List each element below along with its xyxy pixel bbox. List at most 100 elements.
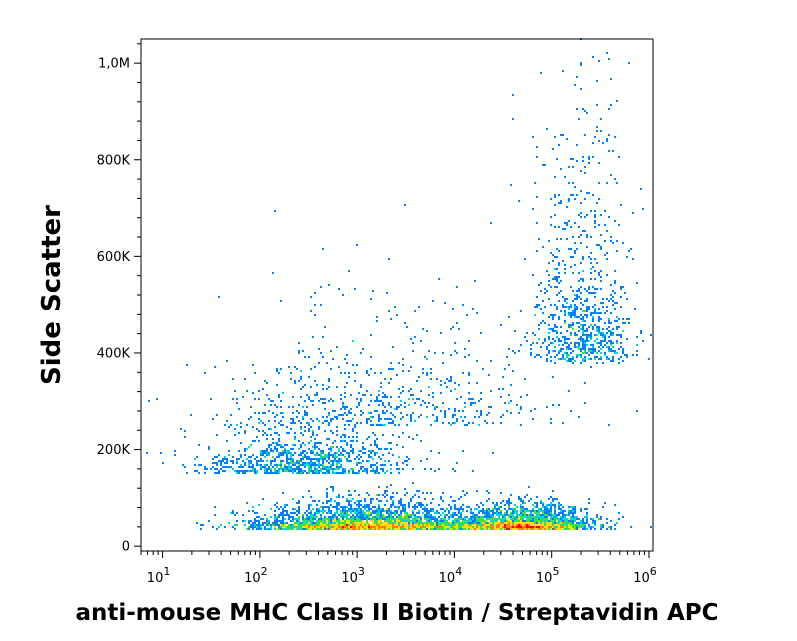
data-point — [486, 500, 488, 502]
data-point — [372, 498, 374, 500]
data-point — [222, 470, 224, 472]
data-point — [522, 502, 524, 504]
data-point — [586, 528, 588, 530]
data-point — [294, 526, 296, 528]
data-point — [572, 520, 574, 522]
data-point — [500, 510, 502, 512]
data-point — [272, 524, 274, 526]
data-point — [290, 452, 292, 454]
data-point — [552, 490, 554, 492]
data-point — [552, 518, 554, 520]
data-point — [244, 464, 246, 466]
data-point — [410, 420, 412, 422]
data-point — [394, 524, 396, 526]
data-point — [352, 516, 354, 518]
data-point — [382, 518, 384, 520]
data-point — [354, 520, 356, 522]
data-point — [588, 354, 590, 356]
data-point — [236, 460, 238, 462]
data-point — [596, 80, 598, 82]
data-point — [226, 460, 228, 462]
data-point — [606, 356, 608, 358]
data-point — [594, 350, 596, 352]
data-point — [510, 526, 512, 528]
data-point — [350, 468, 352, 470]
data-point — [236, 512, 238, 514]
data-point — [296, 416, 298, 418]
data-point — [230, 460, 232, 462]
data-point — [454, 524, 456, 526]
data-point — [352, 528, 354, 530]
data-point — [572, 506, 574, 508]
data-point — [268, 472, 270, 474]
data-point — [562, 134, 564, 136]
data-point — [270, 468, 272, 470]
data-point — [568, 166, 570, 168]
data-point — [358, 518, 360, 520]
data-point — [578, 354, 580, 356]
data-point — [564, 338, 566, 340]
data-point — [364, 470, 366, 472]
data-point — [558, 202, 560, 204]
data-point — [372, 526, 374, 528]
data-point — [216, 456, 218, 458]
data-point — [320, 454, 322, 456]
data-point — [330, 504, 332, 506]
data-point — [548, 280, 550, 282]
data-point — [344, 358, 346, 360]
data-point — [354, 426, 356, 428]
data-point — [282, 468, 284, 470]
data-point — [276, 506, 278, 508]
data-point — [326, 456, 328, 458]
data-point — [436, 512, 438, 514]
data-point — [538, 328, 540, 330]
data-point — [542, 342, 544, 344]
data-point — [314, 526, 316, 528]
data-point — [602, 336, 604, 338]
data-point — [592, 266, 594, 268]
data-point — [500, 396, 502, 398]
data-point — [560, 518, 562, 520]
data-point — [584, 402, 586, 404]
data-point — [388, 522, 390, 524]
data-point — [440, 498, 442, 500]
data-point — [374, 452, 376, 454]
data-point — [390, 528, 392, 530]
data-point — [288, 528, 290, 530]
data-point — [186, 364, 188, 366]
data-point — [308, 528, 310, 530]
data-point — [384, 460, 386, 462]
data-point — [290, 462, 292, 464]
data-point — [532, 208, 534, 210]
data-point — [346, 522, 348, 524]
data-point — [328, 472, 330, 474]
data-point — [296, 472, 298, 474]
data-point — [280, 512, 282, 514]
data-point — [428, 518, 430, 520]
data-point — [294, 432, 296, 434]
data-point — [312, 516, 314, 518]
data-point — [468, 422, 470, 424]
data-point — [536, 156, 538, 158]
data-point — [330, 398, 332, 400]
data-point — [332, 432, 334, 434]
data-point — [262, 524, 264, 526]
data-point — [422, 524, 424, 526]
data-point — [476, 490, 478, 492]
data-point — [404, 504, 406, 506]
data-point — [314, 528, 316, 530]
data-point — [568, 248, 570, 250]
data-point — [286, 510, 288, 512]
data-point — [282, 416, 284, 418]
data-point — [586, 522, 588, 524]
data-point — [396, 374, 398, 376]
data-point — [348, 470, 350, 472]
data-point — [400, 500, 402, 502]
data-point — [582, 330, 584, 332]
data-point — [210, 398, 212, 400]
data-point — [276, 472, 278, 474]
data-point — [550, 304, 552, 306]
data-point — [590, 366, 592, 368]
data-point — [516, 522, 518, 524]
data-point — [584, 110, 586, 112]
